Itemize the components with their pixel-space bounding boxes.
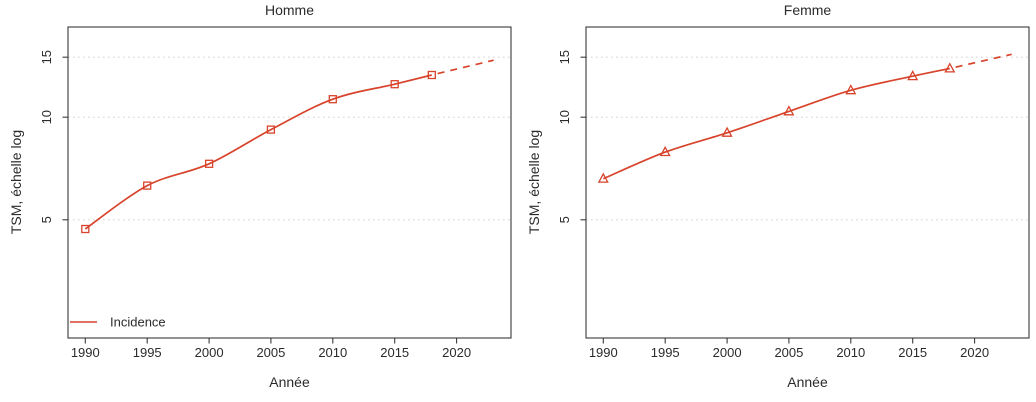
data-point-marker xyxy=(944,62,956,73)
panel-title: Femme xyxy=(783,2,832,18)
x-tick-label: 2015 xyxy=(380,345,409,360)
x-axis-label: Année xyxy=(787,374,828,390)
x-axis-label: Année xyxy=(269,374,310,390)
data-point-marker xyxy=(328,95,337,104)
y-tick-label: 15 xyxy=(39,50,54,64)
projection-line xyxy=(431,59,494,76)
x-tick-label: 2015 xyxy=(898,345,927,360)
y-tick-label: 15 xyxy=(557,50,572,64)
legend-label: Incidence xyxy=(110,315,166,330)
x-tick-label: 2020 xyxy=(442,345,471,360)
plot-border xyxy=(67,26,512,339)
data-point-marker xyxy=(721,126,733,137)
x-tick-label: 1995 xyxy=(133,345,162,360)
data-point-marker xyxy=(907,70,919,81)
x-tick-label: 1995 xyxy=(651,345,680,360)
data-point-marker xyxy=(390,80,399,89)
data-point-marker xyxy=(143,181,152,190)
panel-title: Homme xyxy=(264,2,314,18)
x-tick-label: 1990 xyxy=(589,345,618,360)
data-point-marker xyxy=(597,172,609,183)
plot-border xyxy=(585,26,1030,339)
y-tick-label: 5 xyxy=(557,216,572,223)
x-tick-label: 1990 xyxy=(71,345,100,360)
data-point-marker xyxy=(266,125,276,134)
x-tick-label: 2020 xyxy=(960,345,989,360)
data-point-marker xyxy=(427,70,436,80)
x-tick-label: 2000 xyxy=(195,345,224,360)
series-line xyxy=(602,67,950,180)
x-tick-label: 2000 xyxy=(713,345,742,360)
data-point-marker xyxy=(81,224,90,234)
x-tick-label: 2005 xyxy=(256,345,285,360)
x-tick-label: 2005 xyxy=(774,345,803,360)
chart-panel-homme: Homme TSM, échelle log 1990 1995 2000 2005 2… xyxy=(8,2,512,390)
legend: Incidence xyxy=(70,315,166,330)
y-tick-label: 10 xyxy=(557,110,572,124)
data-point-marker xyxy=(204,159,214,168)
series-line xyxy=(84,74,433,230)
y-tick-label: 10 xyxy=(39,110,54,124)
projection-line xyxy=(949,53,1012,70)
data-point-marker xyxy=(659,145,671,157)
data-point-marker xyxy=(845,84,857,95)
plot-area-homme: 1990 1995 2000 2005 2010 2015 2020 5 10 15 Inciden… xyxy=(39,26,512,360)
data-point-marker xyxy=(783,105,795,116)
x-tick-label: 2010 xyxy=(318,345,347,360)
plot-area-femme: 1990 1995 2000 2005 2010 2015 2020 5 10 15 xyxy=(557,26,1030,360)
x-tick-label: 2010 xyxy=(836,345,865,360)
chart-panel-femme: Femme TSM, échelle log 1990 1995 2000 2005 2… xyxy=(518,0,1036,402)
y-tick-label: 5 xyxy=(39,216,54,223)
